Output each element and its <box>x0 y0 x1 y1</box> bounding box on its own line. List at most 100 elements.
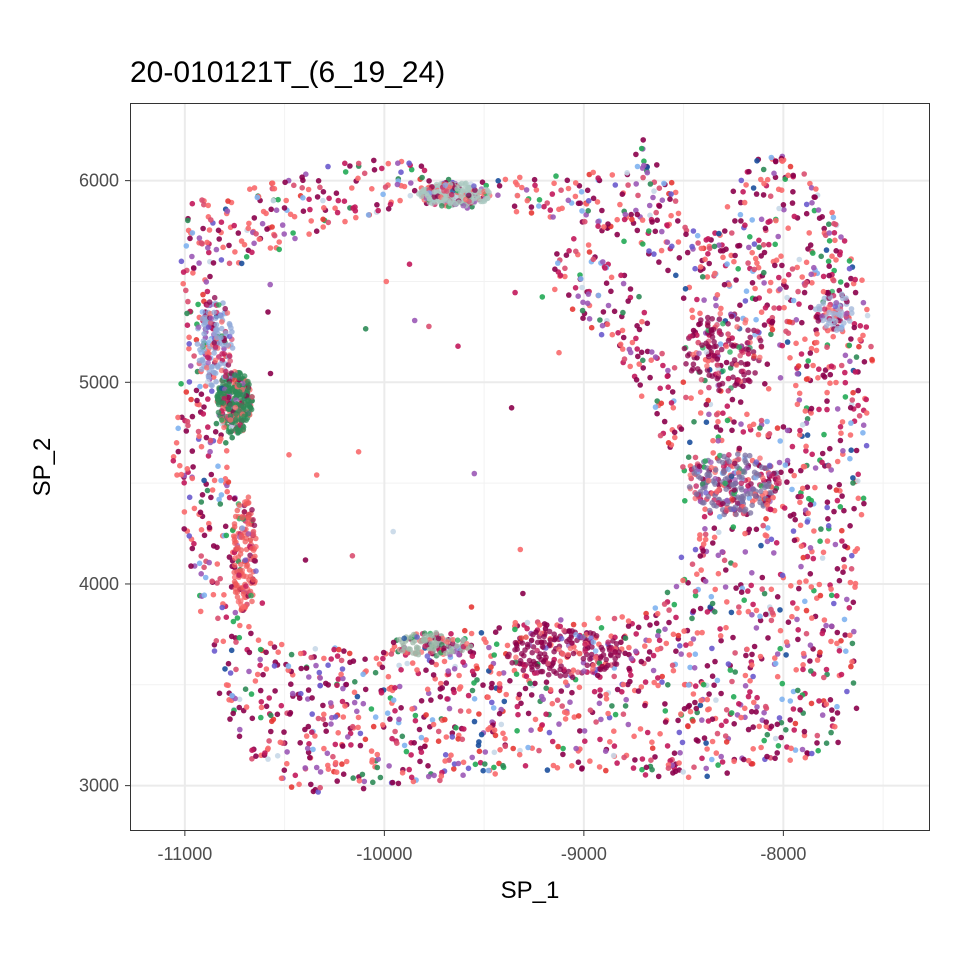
data-point <box>754 260 760 266</box>
data-point <box>401 635 408 642</box>
data-point <box>201 321 207 328</box>
data-point <box>806 230 812 236</box>
data-point <box>554 251 560 257</box>
data-point <box>633 377 640 383</box>
data-point <box>690 228 697 234</box>
data-point <box>236 704 243 711</box>
data-point <box>841 320 847 326</box>
data-point <box>245 225 252 232</box>
data-point <box>438 773 445 779</box>
data-point <box>826 230 833 236</box>
data-point <box>740 468 747 474</box>
data-point <box>800 666 806 673</box>
data-point <box>238 534 245 540</box>
data-point <box>528 637 535 644</box>
data-point <box>703 349 710 355</box>
data-point <box>738 589 745 595</box>
data-point <box>599 647 606 653</box>
data-point <box>722 480 728 487</box>
data-point <box>194 341 201 347</box>
data-point <box>733 277 739 283</box>
data-point <box>763 533 770 539</box>
data-point <box>701 513 708 520</box>
data-point <box>773 257 780 264</box>
data-point <box>215 615 221 622</box>
data-point <box>370 723 377 730</box>
data-point <box>704 663 711 669</box>
data-point <box>188 363 194 369</box>
data-point <box>268 728 274 735</box>
data-point <box>605 302 612 309</box>
data-point <box>216 690 223 697</box>
data-point <box>702 458 708 464</box>
data-point <box>801 732 808 739</box>
data-point <box>638 145 645 152</box>
data-point <box>722 228 728 234</box>
data-point <box>821 431 827 438</box>
data-point <box>807 502 814 508</box>
data-point <box>637 726 644 732</box>
data-point <box>725 331 731 337</box>
data-point <box>834 497 841 504</box>
data-point <box>721 470 727 476</box>
data-point <box>553 173 559 179</box>
data-point <box>628 655 635 662</box>
data-point <box>635 353 641 360</box>
data-point <box>745 351 752 357</box>
data-point <box>743 460 749 466</box>
data-point <box>454 643 460 649</box>
data-point <box>315 715 322 722</box>
data-point <box>625 182 631 188</box>
data-point <box>774 594 781 600</box>
data-point <box>278 641 285 648</box>
data-point <box>818 526 824 532</box>
data-point <box>340 714 347 720</box>
data-point <box>340 771 347 777</box>
data-point <box>670 405 677 411</box>
data-point <box>789 613 795 620</box>
data-point <box>397 197 403 204</box>
data-point <box>443 734 450 740</box>
data-point <box>205 396 211 402</box>
data-point <box>196 560 203 567</box>
data-point <box>389 779 396 786</box>
data-point <box>413 644 420 650</box>
data-point <box>766 431 773 437</box>
data-point <box>725 321 731 327</box>
data-point <box>587 630 594 636</box>
data-point <box>361 778 368 785</box>
data-point <box>320 216 326 223</box>
data-point <box>823 622 829 629</box>
data-point <box>689 561 696 567</box>
data-point <box>235 392 241 398</box>
data-point <box>706 245 713 252</box>
data-point <box>848 336 854 342</box>
data-point <box>285 663 292 669</box>
data-point <box>198 527 205 533</box>
data-point <box>834 703 840 710</box>
data-point <box>532 182 538 189</box>
data-point <box>562 679 569 685</box>
data-point <box>728 609 735 616</box>
data-point <box>694 296 700 303</box>
data-point <box>433 629 439 636</box>
data-point <box>694 571 700 577</box>
data-point <box>225 660 232 667</box>
data-point <box>697 702 704 709</box>
data-point <box>227 417 234 423</box>
data-point <box>668 212 674 219</box>
data-point <box>756 244 762 251</box>
data-point <box>754 704 760 710</box>
data-point <box>339 698 346 705</box>
data-point <box>469 653 476 659</box>
data-point <box>349 185 355 191</box>
data-point <box>605 639 611 645</box>
data-point <box>431 194 438 200</box>
data-point <box>752 296 759 303</box>
data-point <box>857 323 864 329</box>
data-point <box>362 656 368 662</box>
data-point <box>597 736 603 743</box>
data-point <box>731 487 737 493</box>
data-point <box>810 250 816 256</box>
